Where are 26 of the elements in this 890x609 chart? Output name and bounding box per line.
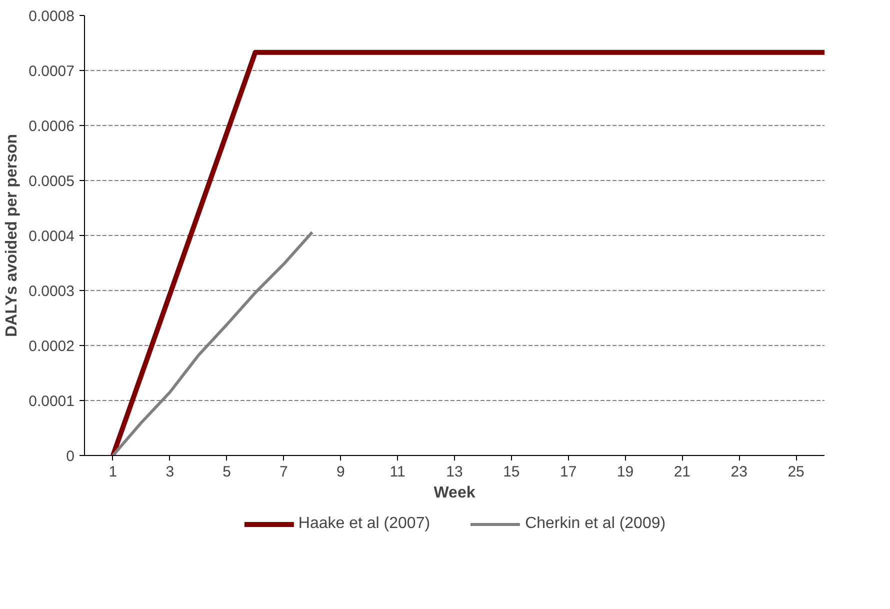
y-tick-label: 0.0001 [28, 393, 75, 410]
x-tick-label: 5 [222, 464, 231, 480]
x-tick-label: 15 [503, 464, 520, 480]
y-tick-label: 0.0003 [28, 283, 75, 300]
y-tick-label: 0.0002 [28, 338, 75, 355]
x-tick-label: 11 [390, 464, 406, 480]
y-tick-label: 0.0007 [28, 63, 75, 80]
x-tick-label: 9 [336, 464, 345, 480]
y-tick-label: 0.0005 [28, 173, 75, 190]
y-axis-title: DALYs avoided per person [4, 134, 21, 338]
legend-label: Cherkin et al (2009) [525, 515, 666, 533]
x-axis-title: Week [434, 484, 476, 502]
y-tick-label: 0 [66, 448, 74, 465]
x-tick-label: 21 [674, 464, 691, 480]
x-tick-label: 3 [166, 464, 174, 480]
legend-label: Haake et al (2007) [298, 515, 430, 533]
x-tick-label: 7 [280, 464, 288, 480]
x-tick-label: 17 [560, 464, 577, 480]
y-tick-label: 0.0008 [28, 8, 75, 25]
x-tick-label: 25 [788, 464, 804, 480]
x-tick-label: 13 [446, 464, 463, 480]
y-tick-label: 0.0004 [28, 228, 75, 245]
x-tick-label: 19 [616, 464, 634, 480]
x-tick-label: 23 [730, 464, 748, 480]
y-tick-label: 0.0006 [28, 118, 75, 135]
x-tick-label: 1 [108, 464, 118, 480]
